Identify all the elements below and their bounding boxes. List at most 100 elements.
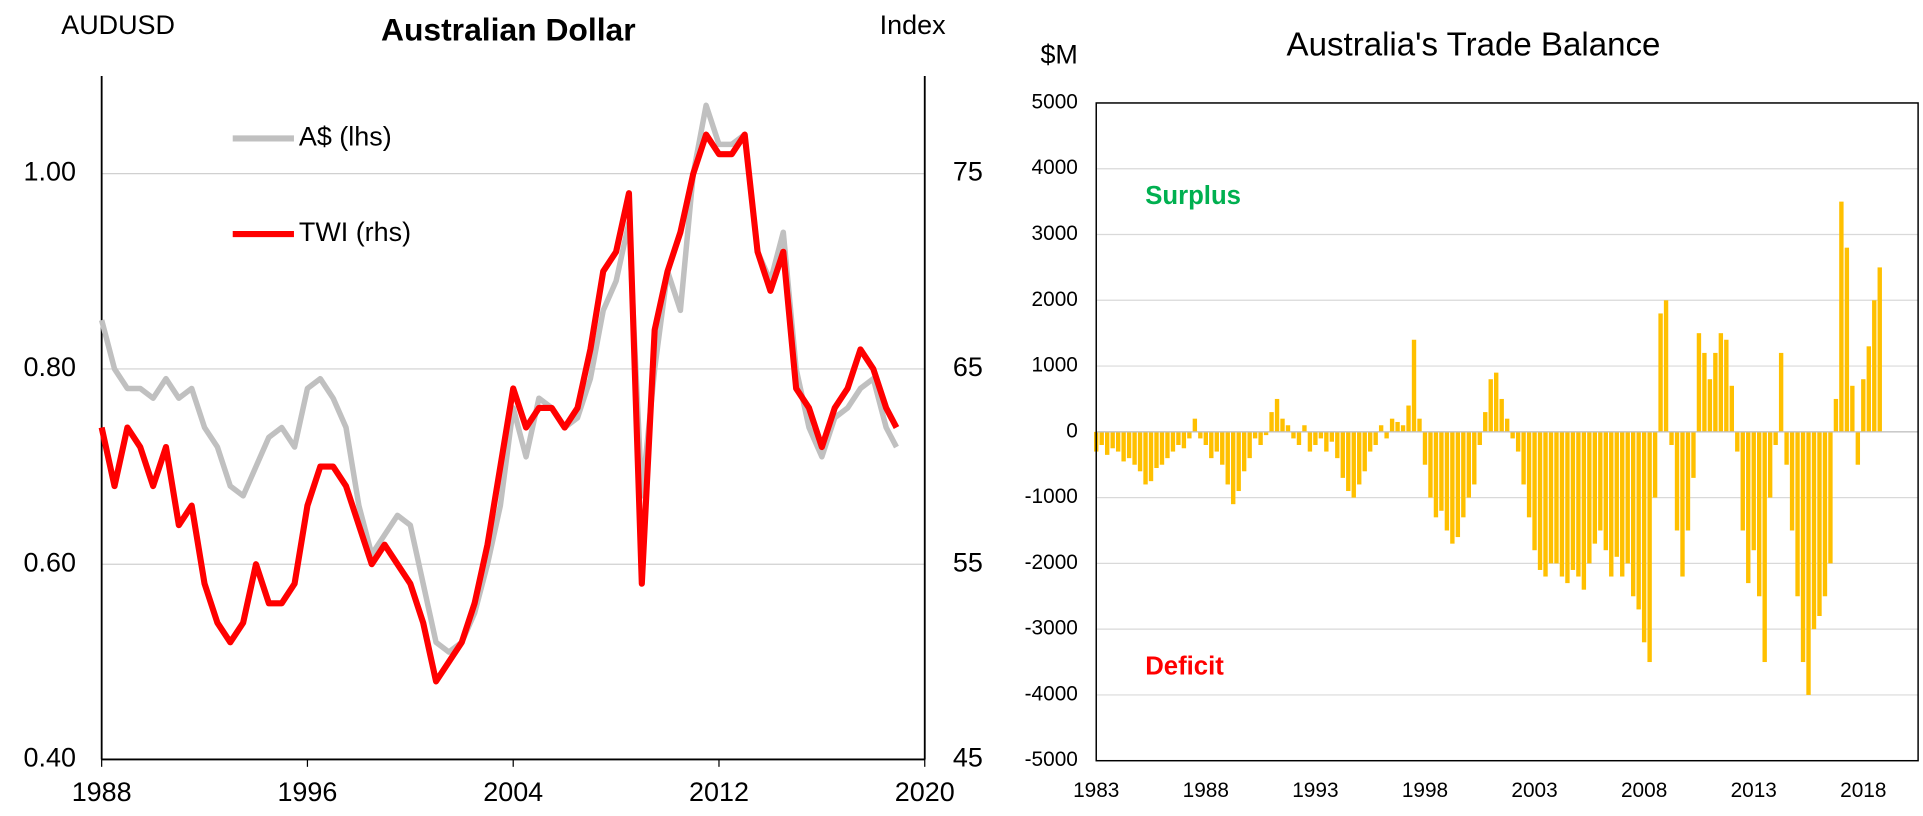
bar — [1685, 431, 1691, 531]
bar — [1099, 431, 1104, 445]
bar — [1220, 431, 1225, 465]
bar — [1817, 431, 1822, 617]
bar — [1417, 418, 1422, 432]
y2-axis-title: Index — [880, 10, 946, 40]
bar — [1773, 431, 1778, 445]
plot-frame — [1095, 102, 1919, 762]
bar — [1110, 431, 1115, 449]
chart-title: Australia's Trade Balance — [1287, 26, 1661, 63]
bar — [1351, 431, 1356, 498]
bar — [1822, 431, 1828, 597]
bar — [1192, 418, 1198, 432]
bar — [1494, 372, 1499, 432]
x-tick-label: 2018 — [1840, 779, 1886, 802]
bar — [1806, 431, 1811, 695]
bar — [1680, 431, 1685, 577]
x-tick-label: 1988 — [1183, 779, 1229, 802]
bar — [1735, 431, 1740, 452]
bar — [1795, 431, 1800, 597]
bar — [1461, 431, 1466, 518]
y-axis-title: $M — [1040, 40, 1077, 70]
bar — [1329, 431, 1335, 442]
y-tick-label: 0.80 — [24, 352, 76, 382]
x-tick-label: 1983 — [1073, 779, 1119, 802]
bar — [1674, 431, 1680, 531]
bar — [1483, 412, 1488, 432]
series-line — [98, 102, 899, 655]
bar — [1241, 431, 1247, 472]
bar — [1126, 431, 1132, 459]
bar — [1811, 431, 1817, 630]
bar — [1285, 425, 1291, 432]
bar — [1861, 379, 1866, 432]
bar — [1367, 431, 1373, 452]
bar — [1630, 431, 1636, 597]
bar — [1636, 431, 1641, 610]
bar — [1263, 431, 1269, 436]
bar — [1324, 431, 1329, 452]
bar — [1757, 431, 1762, 597]
x-tick-label: 1988 — [72, 777, 132, 807]
bar — [1532, 431, 1537, 551]
bar — [1209, 431, 1214, 459]
legend-label: A$ (lhs) — [299, 122, 392, 152]
bar — [1132, 431, 1137, 465]
bar — [1406, 405, 1411, 432]
bar — [1504, 418, 1510, 432]
y-tick-label: -3000 — [1025, 617, 1078, 640]
bar — [1318, 431, 1324, 439]
bar — [1214, 431, 1219, 452]
bar — [1472, 431, 1477, 485]
y-tick-label: 0.40 — [24, 743, 76, 773]
bar — [1778, 352, 1784, 432]
bar — [1335, 431, 1340, 459]
y2-tick-label: 65 — [953, 352, 983, 382]
bar — [1614, 431, 1619, 557]
bar — [1247, 431, 1252, 459]
y2-tick-label: 45 — [953, 743, 983, 773]
bar — [1395, 421, 1400, 432]
y-tick-label: 2000 — [1032, 288, 1078, 311]
bar — [1767, 431, 1773, 498]
bar — [1384, 431, 1389, 439]
bar — [1800, 431, 1806, 663]
bar — [1274, 398, 1280, 432]
chart-title: Australian Dollar — [381, 11, 636, 47]
bar — [1713, 352, 1718, 432]
bar — [1641, 431, 1647, 643]
bar — [1252, 431, 1258, 439]
bar — [1789, 431, 1795, 531]
y-tick-label: -1000 — [1025, 485, 1078, 508]
annotation: Surplus — [1145, 182, 1241, 210]
x-tick-label: 2020 — [895, 777, 955, 807]
bar — [1143, 431, 1148, 485]
bar — [1620, 431, 1625, 577]
bar — [1510, 431, 1515, 439]
y-tick-label: -2000 — [1025, 551, 1078, 574]
bar — [1718, 333, 1724, 432]
bar — [1559, 431, 1565, 577]
bar — [1433, 431, 1439, 518]
bar — [1729, 385, 1735, 432]
bar — [1477, 431, 1482, 445]
bar — [1373, 431, 1378, 445]
bar — [1570, 431, 1576, 570]
bar — [1844, 247, 1850, 432]
bar — [1357, 431, 1362, 485]
bar — [1647, 431, 1652, 663]
bar — [1121, 431, 1126, 462]
y2-tick-label: 55 — [953, 547, 983, 577]
bar — [1439, 431, 1444, 511]
bar — [1400, 425, 1406, 432]
y-tick-label: 1.00 — [24, 157, 76, 187]
y-tick-label: 1000 — [1032, 354, 1078, 377]
bar — [1428, 431, 1433, 498]
x-tick-label: 2012 — [689, 777, 749, 807]
bar — [1104, 431, 1110, 455]
bar — [1839, 201, 1844, 432]
bar — [1543, 431, 1548, 577]
bar — [1866, 346, 1871, 432]
x-tick-label: 2003 — [1511, 779, 1557, 802]
